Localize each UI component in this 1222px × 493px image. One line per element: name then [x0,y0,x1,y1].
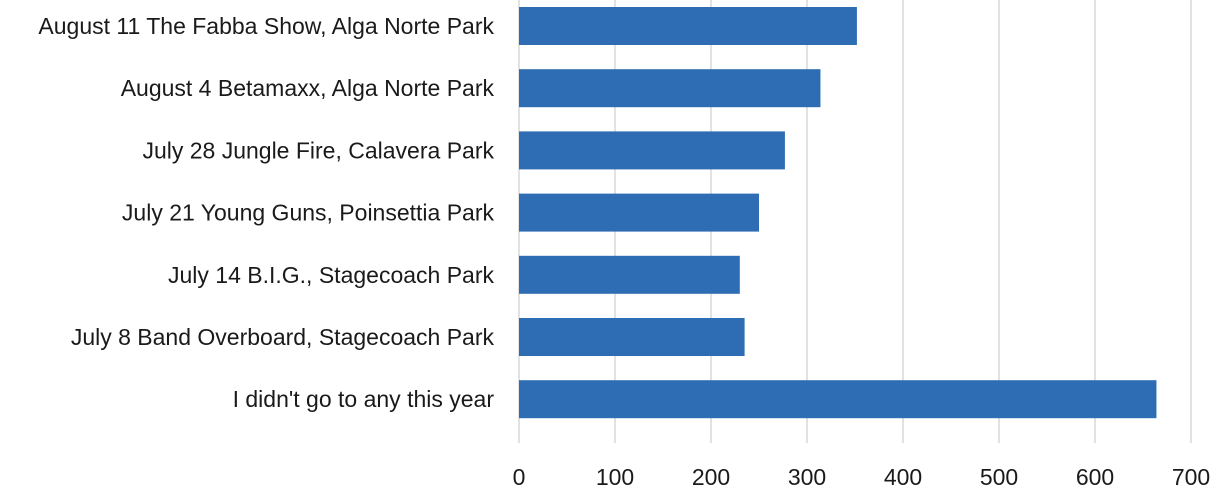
bar-5 [519,318,745,356]
category-label-4: July 14 B.I.G., Stagecoach Park [168,262,494,288]
category-label-2: July 28 Jungle Fire, Calavera Park [142,137,494,163]
bar-0 [519,7,857,45]
category-labels: August 11 The Fabba Show, Alga Norte Par… [38,13,494,412]
x-tick-label-300: 300 [788,464,826,490]
x-tick-label-200: 200 [692,464,730,490]
x-tick-label-400: 400 [884,464,922,490]
x-tick-label-500: 500 [980,464,1018,490]
bar-1 [519,69,821,108]
category-label-0: August 11 The Fabba Show, Alga Norte Par… [38,13,494,39]
bar-3 [519,193,759,232]
bar-2 [519,131,785,170]
x-tick-label-700: 700 [1172,464,1210,490]
bars [519,7,1157,419]
category-label-6: I didn't go to any this year [233,386,495,412]
x-tick-labels: 0 100 200 300 400 500 600 700 [513,464,1211,490]
bar-6 [519,380,1157,419]
x-tick-label-600: 600 [1076,464,1114,490]
category-label-3: July 21 Young Guns, Poinsettia Park [122,200,495,226]
category-label-5: July 8 Band Overboard, Stagecoach Park [71,324,495,350]
x-tick-label-0: 0 [513,464,526,490]
category-label-1: August 4 Betamaxx, Alga Norte Park [121,75,495,101]
bar-4 [519,255,740,294]
x-tick-label-100: 100 [596,464,634,490]
